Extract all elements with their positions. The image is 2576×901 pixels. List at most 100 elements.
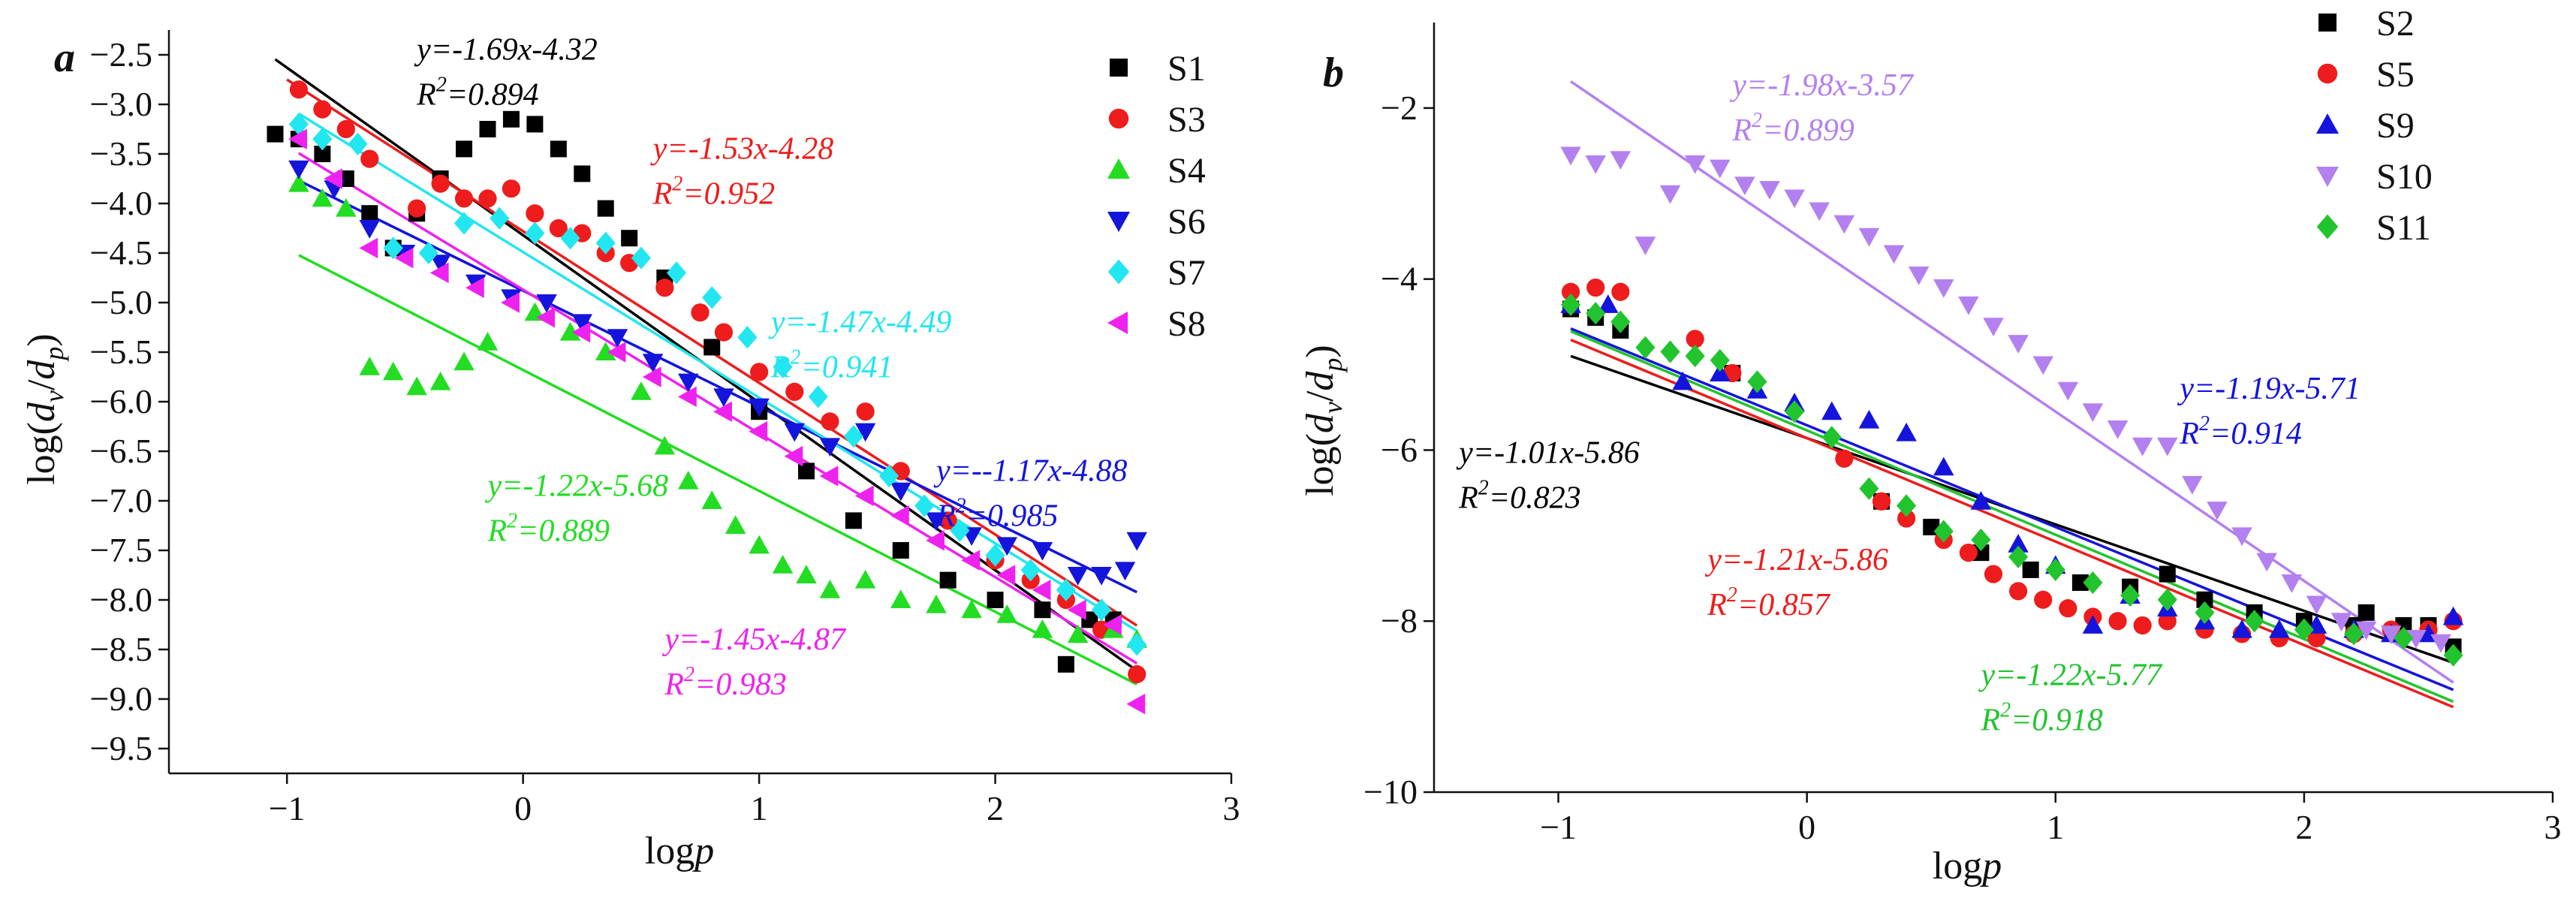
equation-s9: y=-1.19x-5.71: [2177, 372, 2361, 406]
point-s2: [2196, 591, 2213, 608]
point-s8: [394, 247, 414, 269]
y-tick-label: −9.5: [90, 729, 152, 767]
point-s9: [1672, 371, 1693, 390]
legend-marker-s5: [2317, 63, 2338, 84]
point-s1: [314, 146, 331, 162]
point-s11: [1610, 310, 1631, 333]
point-s10: [1784, 189, 1805, 209]
point-s8: [961, 550, 981, 571]
point-s1: [267, 125, 284, 143]
point-s9: [2008, 533, 2029, 553]
legend-label-s10: S10: [2376, 157, 2433, 197]
point-s8: [996, 565, 1016, 586]
panel-a-label: a: [54, 35, 75, 81]
point-s9: [2442, 606, 2464, 625]
legend-label-s3: S3: [1167, 100, 1206, 140]
panel-b-legend: S2 S5 S9 S10 S11: [2316, 4, 2433, 248]
equation-s5: y=-1.21x-5.86: [1704, 543, 1888, 577]
point-s8: [713, 401, 732, 422]
point-s6: [359, 220, 381, 239]
point-s8: [501, 292, 520, 313]
equation-s3: y=-1.53x-4.28: [650, 132, 834, 167]
point-s7: [453, 212, 475, 235]
y-tick-label: −3.0: [90, 85, 152, 123]
point-s7: [985, 544, 1005, 567]
point-s5: [1562, 282, 1580, 301]
point-s7: [1091, 598, 1112, 622]
point-s3: [289, 80, 309, 99]
point-s7: [950, 519, 970, 542]
point-s3: [714, 323, 734, 342]
point-s9: [2231, 619, 2252, 638]
y-tick-label: −2: [1381, 89, 1418, 127]
point-s11: [2008, 545, 2029, 568]
point-s4: [406, 376, 427, 396]
point-s8: [1032, 580, 1051, 601]
point-s2: [1972, 544, 1990, 562]
point-s11: [2244, 610, 2264, 633]
point-s9: [1933, 457, 1954, 476]
point-s10: [1833, 215, 1855, 234]
equation-s7: y=-1.47x-4.49: [768, 306, 952, 340]
equation-s10: y=-1.98x-3.57: [1729, 68, 1915, 103]
legend-marker-s8: [1107, 312, 1128, 334]
point-s3: [750, 363, 769, 381]
x-tick-label: −1: [269, 789, 306, 827]
point-s10: [2381, 625, 2402, 645]
point-s10: [1809, 202, 1830, 221]
point-s2: [2159, 565, 2176, 583]
y-tick-label: −4.5: [90, 234, 152, 272]
point-s4: [701, 490, 722, 509]
x-tick-label: 3: [2544, 808, 2562, 846]
point-s7: [1127, 633, 1147, 656]
point-s8: [749, 420, 768, 442]
point-s7: [808, 385, 828, 408]
panel-a-x-label: logp: [645, 830, 714, 872]
point-s5: [1984, 565, 2003, 583]
point-s5: [1835, 449, 1854, 468]
legend-label-s11: S11: [2376, 208, 2431, 248]
point-s5: [2034, 590, 2053, 609]
point-s1: [939, 571, 957, 589]
point-s10: [2306, 595, 2327, 615]
point-s8: [288, 128, 307, 149]
point-s4: [926, 594, 947, 613]
point-s6: [854, 423, 876, 442]
point-s8: [890, 505, 909, 526]
legend-marker-s1: [1110, 59, 1128, 77]
point-s7: [525, 221, 545, 245]
point-s3: [336, 119, 355, 139]
point-s1: [456, 140, 473, 158]
point-s10: [1610, 151, 1631, 170]
y-tick-label: −4: [1381, 260, 1418, 298]
point-s11: [2157, 588, 2177, 611]
point-s8: [819, 466, 839, 487]
r2-s6: R2=0.985: [935, 495, 1059, 534]
panel-b-equations: y=-1.98x-3.57 R2=0.899 y=-1.19x-5.71 R2=0.9…: [1456, 68, 2361, 738]
point-s4: [477, 332, 499, 351]
point-s4: [595, 342, 616, 360]
panel-a: a −1 0 1 2 3 −2.5 −3.0 −3.5 −4.0 −4.5 −5.0 −5.5 −6.0…: [20, 30, 1240, 872]
y-tick-label: −6.0: [90, 382, 152, 420]
r2-s5: R2=0.857: [1707, 583, 1830, 622]
point-s9: [1710, 363, 1731, 381]
r2-s4: R2=0.889: [487, 509, 610, 548]
point-s3: [691, 303, 710, 322]
point-s5: [1872, 492, 1891, 511]
y-tick-label: −4.0: [90, 184, 152, 222]
point-s10: [2182, 476, 2203, 495]
point-s6: [1126, 532, 1147, 551]
x-tick-label: 0: [1798, 808, 1815, 846]
point-s8: [571, 321, 591, 343]
point-s1: [574, 165, 591, 182]
point-s11: [2394, 626, 2414, 650]
point-s7: [914, 494, 935, 517]
point-s7: [1056, 578, 1076, 601]
point-s1: [1057, 655, 1074, 673]
fit-line-s6: [298, 179, 1137, 594]
fit-line-s8: [298, 152, 1138, 664]
point-s3: [408, 199, 426, 218]
point-s6: [890, 482, 911, 502]
point-s11: [1859, 477, 1879, 500]
point-s1: [550, 140, 567, 158]
